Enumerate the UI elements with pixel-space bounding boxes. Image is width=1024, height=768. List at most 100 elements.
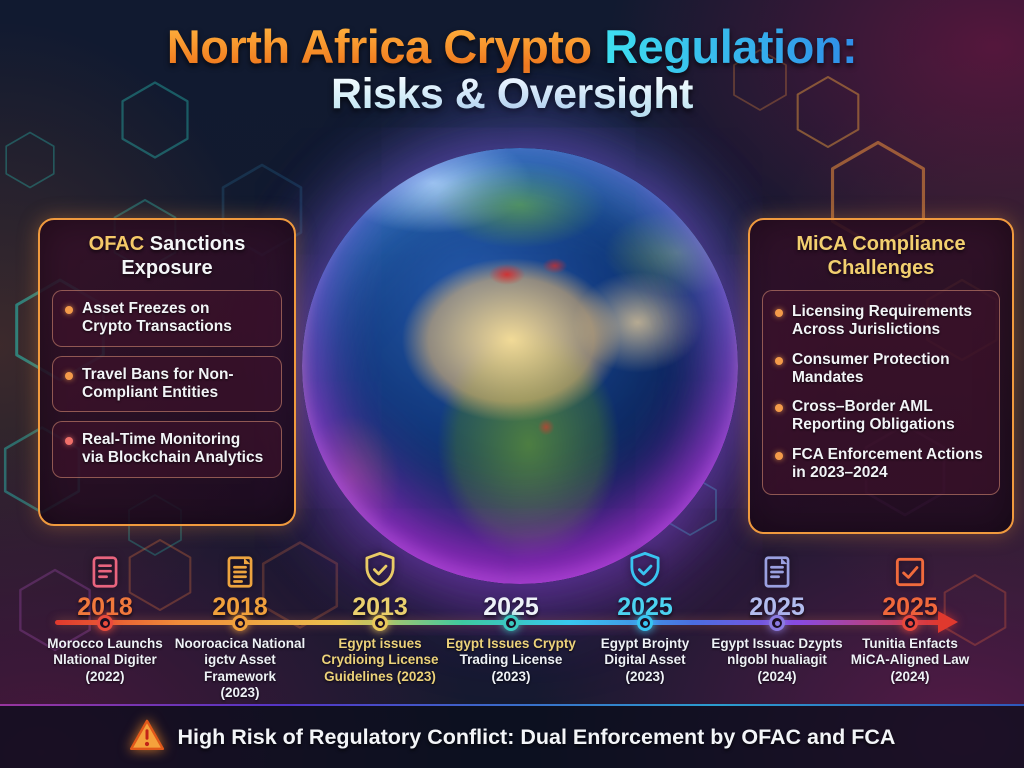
caption-line: Trading License — [459, 652, 563, 668]
document-icon — [35, 540, 175, 592]
no-icon — [441, 540, 581, 592]
caption-line: igctv Asset Framework — [203, 652, 277, 684]
caption-line: MiCA-Aligned Law — [850, 652, 970, 668]
bullet-text: FCA Enforcement Actions in 2023–2024 — [792, 446, 983, 483]
bullet-line: via Blockchain Analytics — [82, 449, 264, 467]
caption-line: Nooroacica National — [174, 636, 306, 651]
ofac-heading-rest: Sanctions — [144, 233, 246, 255]
bullet-line: Cross–Border AML — [792, 398, 933, 416]
footer-divider — [0, 704, 1024, 706]
caption-line: Egypt Brojnty — [600, 636, 690, 651]
list-item: Real-Time Monitoring via Blockchain Anal… — [65, 431, 269, 468]
caption-line: Guidelines (2023) — [324, 668, 436, 684]
timeline-event-3: 2013 Egypt issues Crydioing License Guid… — [310, 540, 450, 685]
mica-heading-line2: Challenges — [827, 257, 935, 279]
bullet-text: Travel Bans for Non- Compliant Entities — [82, 366, 234, 403]
bullet-line: Mandates — [792, 368, 864, 386]
ofac-sanctions-panel: OFAC Sanctions Exposure Asset Freezes on… — [38, 218, 296, 526]
earth-globe-africa — [302, 148, 738, 584]
ofac-bullet-card: Real-Time Monitoring via Blockchain Anal… — [52, 421, 282, 478]
timeline-event-7: 2025 Tunitia Enfacts MiCA-Aligned Law (2… — [840, 540, 980, 685]
bullet-line: Compliant Entities — [82, 383, 219, 401]
mica-heading-line1: MiCA Compliance — [796, 233, 966, 255]
bullet-line: Reporting Obligations — [792, 416, 955, 434]
list-item: Licensing Requirements Across Jurislicti… — [775, 303, 987, 340]
list-item: Asset Freezes on Crypto Transactions — [65, 300, 269, 337]
ofac-heading-line2: Exposure — [121, 257, 213, 279]
title-line2: Risks & Oversight — [0, 71, 1024, 119]
ofac-heading-accent: OFAC — [88, 233, 145, 255]
timeline-caption: Nooroacica National igctv Asset Framewor… — [170, 636, 310, 702]
caption-line: Tunitia Enfacts — [862, 636, 958, 651]
bullet-text: Consumer Protection Mandates — [792, 351, 950, 388]
timeline-node — [97, 615, 113, 631]
bullet-dot-icon — [65, 437, 73, 446]
list-item: Travel Bans for Non- Compliant Entities — [65, 366, 269, 403]
bullet-line: FCA Enforcement Actions — [792, 445, 983, 463]
timeline-axis — [55, 620, 941, 625]
caption-line: (2024) — [757, 668, 797, 684]
caption-line: Digital Asset — [604, 652, 686, 668]
timeline-node — [902, 615, 918, 631]
timeline-caption: Egypt issues Crydioing License Guideline… — [310, 636, 450, 685]
caption-line: Egypt issues — [338, 636, 422, 651]
caption-line: (2023) — [625, 668, 665, 684]
bullet-dot-icon — [775, 404, 783, 413]
bullet-line: Real-Time Monitoring — [82, 431, 241, 449]
bullet-text: Asset Freezes on Crypto Transactions — [82, 300, 232, 337]
caption-line: Crydioing License — [321, 652, 439, 668]
timeline-event-1: 2018 Morocco Launchs Nlational Digiter (… — [35, 540, 175, 685]
regulation-timeline: 2018 Morocco Launchs Nlational Digiter (… — [0, 540, 1024, 704]
timeline-node — [503, 615, 519, 631]
warning-icon — [129, 718, 165, 757]
document-icon — [170, 540, 310, 592]
bullet-dot-icon — [775, 309, 783, 317]
bullet-line: Travel Bans for Non- — [82, 365, 234, 383]
bullet-line: Across Jurislictions — [792, 321, 941, 339]
ofac-bullet-card: Travel Bans for Non- Compliant Entities — [52, 355, 282, 413]
bullet-text: Licensing Requirements Across Jurislicti… — [792, 303, 972, 340]
timeline-node — [232, 615, 248, 631]
caption-line: (2023) — [491, 668, 531, 684]
list-item: Consumer Protection Mandates — [775, 351, 987, 388]
document-icon — [707, 540, 847, 592]
bullet-line: Consumer Protection — [792, 350, 950, 368]
title-part-cyan: Regulation: — [604, 20, 858, 73]
bullet-dot-icon — [775, 356, 783, 365]
timeline-event-4: 2025 Egypt Issues Crypty Trading License… — [441, 540, 581, 685]
caption-line: Egypt Issuac Dzypts — [711, 636, 843, 651]
caption-line: nlgobl hualiagit — [727, 652, 827, 668]
mica-compliance-panel: MiCA Compliance Challenges Licensing Req… — [748, 218, 1014, 534]
ofac-panel-heading: OFAC Sanctions Exposure — [50, 232, 284, 280]
timeline-caption: Egypt Brojnty Digital Asset (2023) — [575, 636, 715, 685]
bullet-dot-icon — [775, 451, 783, 460]
caption-line: Nlational Digiter — [53, 652, 157, 668]
bullet-dot-icon — [65, 371, 73, 380]
shield-check-icon — [310, 540, 450, 592]
caption-line: (2022) — [85, 668, 125, 684]
ofac-bullet-card: Asset Freezes on Crypto Transactions — [52, 290, 282, 347]
timeline-caption: Egypt Issues Crypty Trading License (202… — [441, 636, 581, 685]
shield-check-icon — [575, 540, 715, 592]
timeline-arrow-icon — [938, 611, 958, 633]
footer-warning-text: High Risk of Regulatory Conflict: Dual E… — [177, 724, 896, 749]
timeline-node — [372, 615, 388, 631]
list-item: FCA Enforcement Actions in 2023–2024 — [775, 446, 987, 483]
timeline-caption: Egypt Issuac Dzypts nlgobl hualiagit (20… — [707, 636, 847, 685]
bullet-line: in 2023–2024 — [792, 463, 888, 481]
title-line1: North Africa Crypto Regulation: — [0, 22, 1024, 71]
footer-warning-banner: High Risk of Regulatory Conflict: Dual E… — [0, 706, 1024, 768]
bullet-dot-icon — [65, 306, 73, 314]
timeline-node — [769, 615, 785, 631]
caption-line: (2024) — [890, 668, 930, 684]
timeline-caption: Tunitia Enfacts MiCA-Aligned Law (2024) — [840, 636, 980, 685]
mica-bullet-card: Licensing Requirements Across Jurislicti… — [762, 290, 1000, 496]
checkbox-icon — [840, 540, 980, 592]
caption-line: Egypt Issues Crypty — [446, 636, 576, 651]
bullet-line: Asset Freezes on — [82, 300, 210, 317]
timeline-caption: Morocco Launchs Nlational Digiter (2022) — [35, 636, 175, 685]
bullet-line: Licensing Requirements — [792, 303, 973, 320]
timeline-event-6: 2025 Egypt Issuac Dzypts nlgobl hualiagi… — [707, 540, 847, 685]
list-item: Cross–Border AML Reporting Obligations — [775, 398, 987, 435]
